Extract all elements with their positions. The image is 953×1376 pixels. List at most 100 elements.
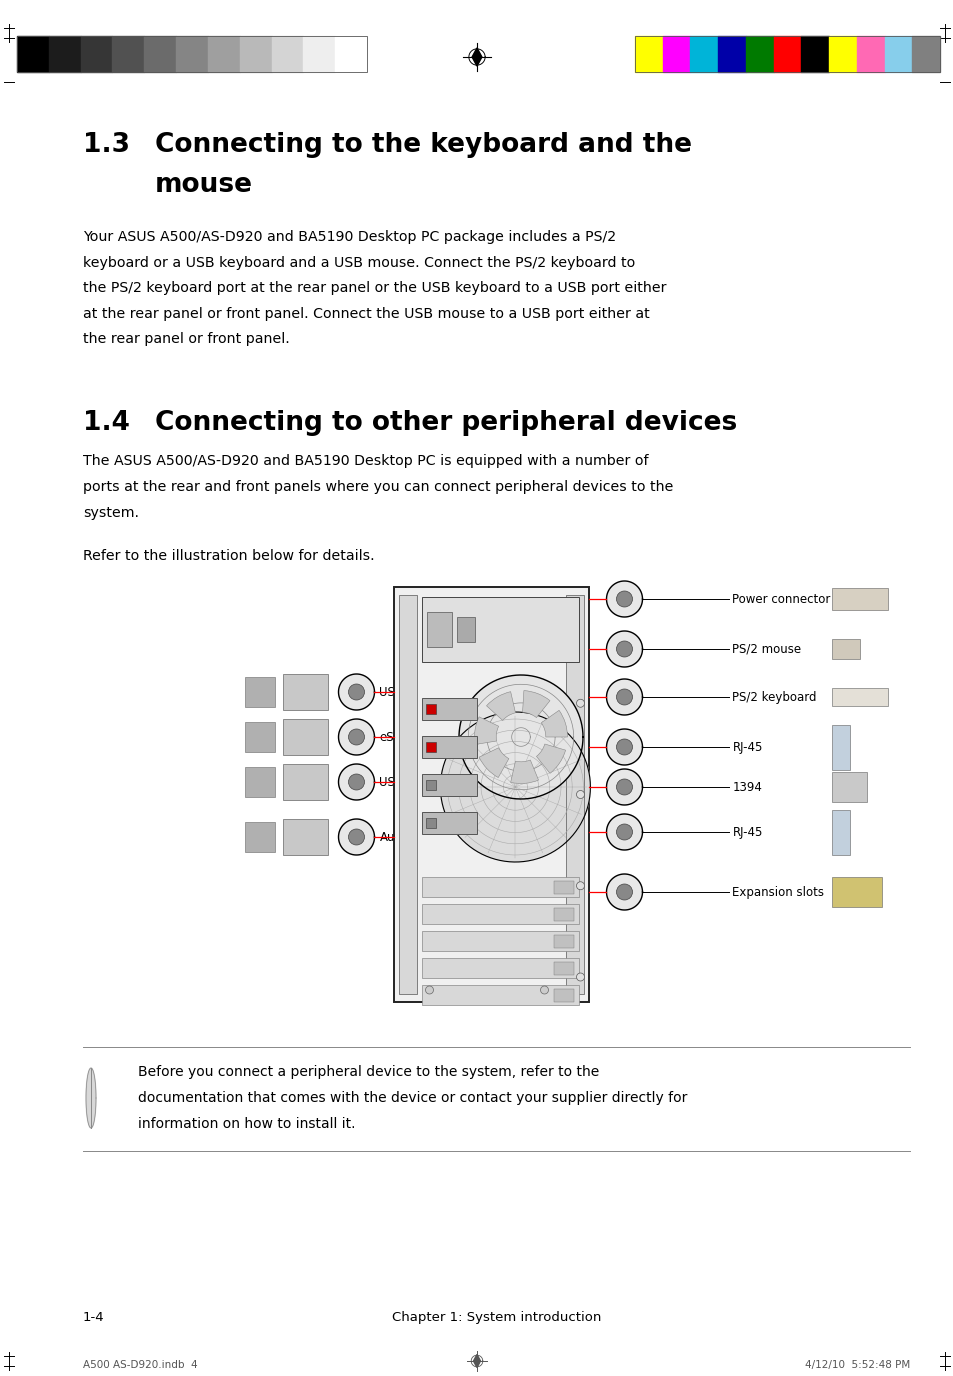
- Bar: [856, 36, 883, 72]
- Bar: [17, 36, 49, 72]
- Text: A500 AS-D920.indb  4: A500 AS-D920.indb 4: [83, 1359, 197, 1370]
- Bar: [245, 722, 275, 753]
- Text: the rear panel or front panel.: the rear panel or front panel.: [83, 332, 290, 345]
- Polygon shape: [472, 48, 481, 66]
- Text: PS/2 mouse: PS/2 mouse: [732, 643, 801, 655]
- Bar: [832, 638, 860, 659]
- Bar: [426, 780, 436, 790]
- Bar: [554, 908, 574, 921]
- Bar: [283, 720, 328, 755]
- Bar: [422, 736, 477, 758]
- Text: 1.3: 1.3: [83, 132, 130, 158]
- Bar: [426, 705, 436, 714]
- Polygon shape: [606, 769, 641, 805]
- Text: documentation that comes with the device or contact your supplier directly for: documentation that comes with the device…: [138, 1091, 687, 1105]
- Wedge shape: [510, 760, 537, 783]
- Bar: [49, 36, 81, 72]
- Bar: [422, 698, 477, 720]
- Text: at the rear panel or front panel. Connect the USB mouse to a USB port either at: at the rear panel or front panel. Connec…: [83, 307, 649, 321]
- Polygon shape: [473, 1354, 480, 1368]
- Circle shape: [348, 729, 364, 744]
- Text: USB: USB: [379, 776, 403, 788]
- Bar: [239, 36, 272, 72]
- Wedge shape: [474, 717, 498, 744]
- Bar: [395, 588, 589, 1002]
- Circle shape: [616, 689, 632, 705]
- Bar: [422, 877, 578, 897]
- Bar: [335, 36, 367, 72]
- Circle shape: [576, 973, 584, 981]
- Polygon shape: [86, 1068, 96, 1128]
- Bar: [422, 932, 578, 951]
- Bar: [832, 809, 850, 854]
- Text: the PS/2 keyboard port at the rear panel or the USB keyboard to a USB port eithe: the PS/2 keyboard port at the rear panel…: [83, 281, 666, 294]
- Bar: [566, 594, 584, 993]
- Wedge shape: [522, 691, 550, 718]
- Bar: [426, 742, 436, 753]
- Bar: [303, 36, 335, 72]
- Circle shape: [576, 790, 584, 798]
- Polygon shape: [338, 720, 375, 755]
- Wedge shape: [478, 747, 508, 777]
- Bar: [208, 36, 239, 72]
- Circle shape: [576, 882, 584, 890]
- Polygon shape: [606, 874, 641, 910]
- Bar: [245, 821, 275, 852]
- Text: 1394: 1394: [732, 780, 761, 794]
- Bar: [399, 594, 417, 993]
- Text: Expansion slots: Expansion slots: [732, 886, 823, 899]
- Circle shape: [616, 883, 632, 900]
- Bar: [427, 612, 452, 647]
- Text: information on how to install it.: information on how to install it.: [138, 1117, 355, 1131]
- Circle shape: [348, 773, 364, 790]
- Circle shape: [616, 641, 632, 656]
- Bar: [144, 36, 176, 72]
- Text: PS/2 keyboard: PS/2 keyboard: [732, 691, 816, 703]
- Circle shape: [616, 739, 632, 755]
- Bar: [801, 36, 828, 72]
- Bar: [554, 936, 574, 948]
- Bar: [554, 962, 574, 976]
- Bar: [773, 36, 801, 72]
- Text: Connecting to other peripheral devices: Connecting to other peripheral devices: [154, 410, 737, 435]
- Polygon shape: [338, 764, 375, 799]
- Bar: [832, 725, 850, 769]
- Polygon shape: [606, 729, 641, 765]
- Bar: [283, 674, 328, 710]
- Bar: [17, 36, 367, 72]
- Text: Chapter 1: System introduction: Chapter 1: System introduction: [392, 1311, 600, 1324]
- Bar: [911, 36, 939, 72]
- Polygon shape: [440, 711, 590, 861]
- Bar: [422, 775, 477, 795]
- Polygon shape: [606, 678, 641, 716]
- Bar: [690, 36, 718, 72]
- Wedge shape: [536, 744, 565, 773]
- Bar: [635, 36, 939, 72]
- Bar: [554, 989, 574, 1002]
- Polygon shape: [606, 815, 641, 850]
- Bar: [422, 597, 578, 662]
- Wedge shape: [540, 710, 567, 738]
- Bar: [422, 985, 578, 1004]
- Bar: [457, 616, 475, 643]
- Circle shape: [348, 828, 364, 845]
- Circle shape: [348, 684, 364, 700]
- Text: The ASUS A500/AS-D920 and BA5190 Desktop PC is equipped with a number of: The ASUS A500/AS-D920 and BA5190 Desktop…: [83, 454, 648, 468]
- Bar: [245, 766, 275, 797]
- Bar: [745, 36, 773, 72]
- Bar: [635, 36, 662, 72]
- Bar: [422, 904, 578, 925]
- Text: RJ-45: RJ-45: [732, 826, 762, 838]
- Wedge shape: [486, 692, 515, 721]
- Bar: [422, 812, 477, 834]
- Text: Audio: Audio: [379, 831, 413, 843]
- Circle shape: [576, 699, 584, 707]
- Bar: [112, 36, 144, 72]
- Bar: [176, 36, 208, 72]
- Text: Before you connect a peripheral device to the system, refer to the: Before you connect a peripheral device t…: [138, 1065, 598, 1079]
- Text: eSATA: eSATA: [379, 731, 416, 743]
- Circle shape: [616, 779, 632, 795]
- Circle shape: [616, 592, 632, 607]
- Polygon shape: [458, 676, 582, 799]
- Bar: [832, 688, 886, 706]
